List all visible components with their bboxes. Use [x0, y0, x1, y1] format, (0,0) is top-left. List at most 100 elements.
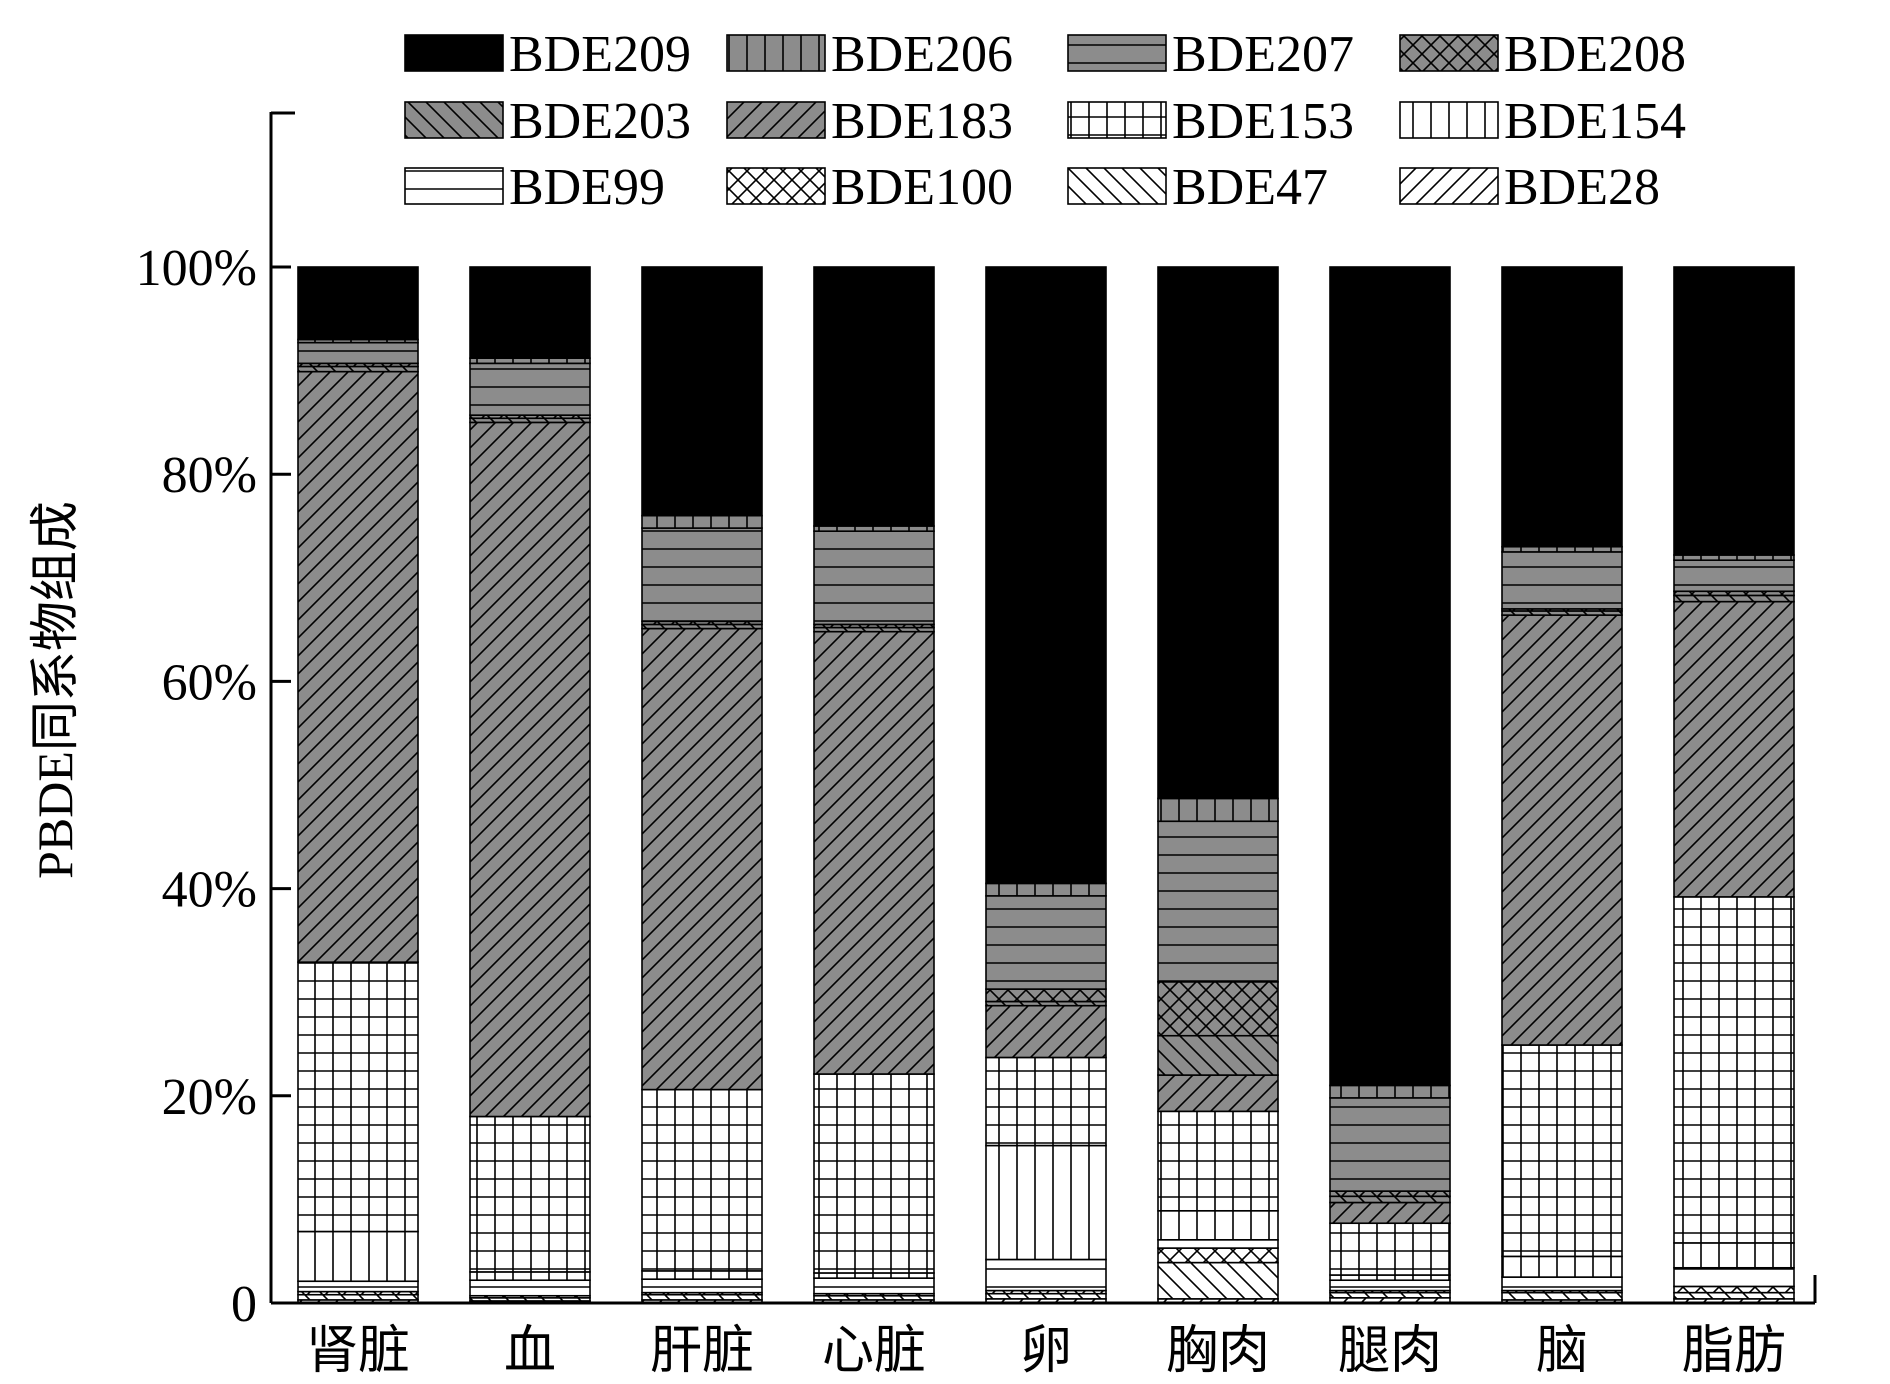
bar-segment-bde207 [1501, 551, 1623, 610]
bar-segment-bde207 [1157, 820, 1279, 983]
bar-group [1501, 266, 1623, 1304]
bar-segment-bde153 [1673, 896, 1795, 1244]
legend-swatch [404, 167, 504, 205]
bar-segment-bde209 [813, 266, 935, 527]
y-tick-label: 100% [136, 240, 257, 297]
bar-segment-bde154 [297, 1230, 419, 1283]
bar-segment-bde153 [641, 1088, 763, 1272]
y-axis: 0 20% 40% 60% 80% 100% [136, 111, 295, 1333]
y-axis-label: PBDE同系物组成 [27, 501, 83, 879]
bar-segment-bde153 [1157, 1110, 1279, 1212]
legend-swatch [726, 101, 826, 139]
legend-item-bde203: BDE203 [404, 93, 691, 150]
bar-segment-bde154 [469, 1271, 591, 1282]
bar-segment-bde99 [1501, 1276, 1623, 1292]
legend-item-bde183: BDE183 [726, 93, 1013, 150]
legend-swatch [1399, 167, 1499, 205]
bar-group [1329, 266, 1451, 1304]
bar-segment-bde153 [1329, 1222, 1451, 1276]
bar-segment-bde99 [641, 1278, 763, 1294]
y-tick-label: 80% [162, 447, 257, 504]
legend-label: BDE154 [1504, 93, 1686, 150]
bar-segment-bde153 [985, 1056, 1107, 1147]
bar-segment-bde183 [1501, 614, 1623, 1046]
bar-segment-bde209 [1329, 266, 1451, 1087]
bar-segment-bde100 [1157, 1247, 1279, 1264]
bar-group [985, 266, 1107, 1304]
y-tick-label: 40% [162, 862, 257, 919]
legend-swatch [1399, 101, 1499, 139]
bar-segment-bde47 [1157, 1261, 1279, 1300]
bar-segment-bde154 [1501, 1255, 1623, 1278]
bar-group [469, 266, 591, 1304]
legend-label: BDE206 [831, 26, 1013, 83]
bar-segment-bde99 [985, 1258, 1107, 1292]
bar-segment-bde209 [1501, 266, 1623, 548]
plot-area [297, 266, 1795, 1304]
legend-swatch [726, 167, 826, 205]
legend-item-bde207: BDE207 [1067, 26, 1354, 83]
bar-segment-bde153 [297, 961, 419, 1233]
bar-segment-bde183 [641, 627, 763, 1091]
bar-segment-bde183 [1329, 1201, 1451, 1225]
bar-segment-bde100 [1673, 1285, 1795, 1294]
legend-item-bde209: BDE209 [404, 26, 691, 83]
legend-label: BDE47 [1172, 159, 1328, 216]
bar-segment-bde154 [1157, 1209, 1279, 1241]
bar-segment-bde203 [1673, 594, 1795, 603]
legend-swatch [1399, 34, 1499, 72]
legend-swatch [404, 34, 504, 72]
legend-swatch [404, 101, 504, 139]
bar-segment-bde153 [469, 1115, 591, 1273]
x-tick-label: 卵 [1020, 1323, 1072, 1379]
legend-swatch [1067, 34, 1167, 72]
bar-segment-bde207 [1329, 1097, 1451, 1192]
legend-label: BDE209 [509, 26, 691, 83]
bar-segment-bde207 [641, 527, 763, 623]
legend-item-bde153: BDE153 [1067, 93, 1354, 150]
bar-segment-bde183 [813, 630, 935, 1075]
bar-segment-bde154 [985, 1144, 1107, 1261]
bar-segment-bde183 [297, 370, 419, 963]
bar-segment-bde209 [469, 266, 591, 359]
bar-segment-bde183 [985, 1004, 1107, 1059]
x-tick-label: 脑 [1536, 1323, 1588, 1379]
bar-segment-bde154 [641, 1270, 763, 1280]
legend-label: BDE99 [509, 159, 665, 216]
bar-segment-bde209 [641, 266, 763, 517]
bar-segment-bde99 [813, 1277, 935, 1295]
bar-segment-bde207 [813, 530, 935, 626]
bar-group [1673, 266, 1795, 1304]
bar-segment-bde206 [1329, 1084, 1451, 1099]
bar-segment-bde203 [1329, 1195, 1451, 1204]
x-tick-label: 腿肉 [1338, 1323, 1442, 1379]
bar-segment-bde203 [1157, 1034, 1279, 1076]
x-axis: 肾脏 血 肝脏 心脏 卵 胸肉 腿肉 脑 脂肪 [271, 1275, 1817, 1380]
bar-segment-bde209 [1673, 266, 1795, 556]
bar-segment-bde99 [1673, 1266, 1795, 1288]
bar-segment-bde47 [1501, 1291, 1623, 1301]
y-tick-label: 20% [162, 1069, 257, 1126]
x-tick-label: 脂肪 [1682, 1323, 1786, 1379]
bar-segment-bde207 [1673, 559, 1795, 593]
x-tick-label: 血 [504, 1323, 556, 1379]
bar-segment-bde209 [985, 266, 1107, 885]
bar-segment-bde99 [1329, 1279, 1451, 1292]
legend-label: BDE183 [831, 93, 1013, 150]
legend-item-bde154: BDE154 [1399, 93, 1686, 150]
legend-label: BDE100 [831, 159, 1013, 216]
bar-segment-bde154 [1673, 1242, 1795, 1269]
legend-swatch [1067, 167, 1167, 205]
bar-group [641, 266, 763, 1304]
bar-segment-bde99 [469, 1279, 591, 1297]
legend-item-bde99: BDE99 [404, 159, 665, 216]
legend-label: BDE28 [1504, 159, 1660, 216]
legend-label: BDE153 [1172, 93, 1354, 150]
x-tick-label: 肝脏 [650, 1323, 754, 1379]
y-tick-label: 0 [231, 1276, 257, 1333]
legend-item-bde100: BDE100 [726, 159, 1013, 216]
x-tick-label: 肾脏 [306, 1323, 410, 1379]
bar-segment-bde207 [297, 341, 419, 365]
bar-segment-bde209 [1157, 266, 1279, 800]
